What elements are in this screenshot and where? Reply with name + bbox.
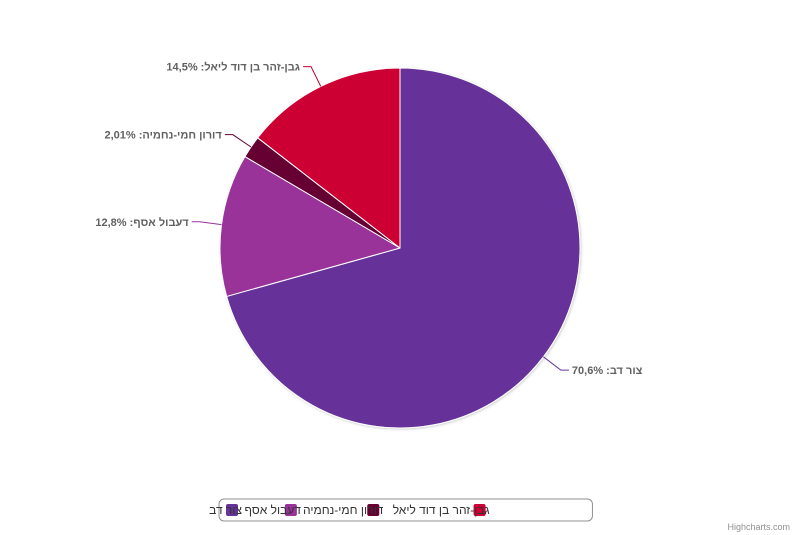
legend-item[interactable]: דעבול אסף bbox=[244, 503, 301, 517]
legend-box bbox=[218, 498, 593, 522]
data-label-connector bbox=[224, 134, 252, 148]
data-label-connector bbox=[303, 66, 322, 87]
data-label-connectors bbox=[191, 66, 569, 371]
legend-item[interactable]: דורון חמי-נחמיה bbox=[303, 503, 384, 517]
legend-item[interactable]: צור דב bbox=[209, 503, 242, 517]
data-label: דורון חמי-נחמיה: 2,01% bbox=[104, 130, 222, 142]
legend-label: צור דב bbox=[209, 503, 242, 517]
data-label-connector bbox=[543, 356, 569, 371]
legend-swatch bbox=[367, 504, 380, 516]
legend-label: גבן-זהר בן דוד ליאל bbox=[393, 503, 490, 517]
legend-swatch bbox=[473, 504, 486, 516]
credits-link[interactable]: Highcharts.com bbox=[727, 522, 790, 532]
pie-slices bbox=[219, 67, 581, 429]
data-label: גבן-זהר בן דוד ליאל: 14,5% bbox=[166, 61, 300, 74]
legend-item[interactable]: גבן-זהר בן דוד ליאל bbox=[393, 503, 490, 517]
legend-swatch bbox=[226, 504, 238, 516]
data-label: צור דב: 70,6% bbox=[572, 365, 643, 377]
pie-slice[interactable] bbox=[226, 67, 581, 429]
legend-label: דעבול אסף bbox=[244, 503, 301, 517]
legend-label: דורון חמי-נחמיה bbox=[303, 503, 384, 517]
pie-slice[interactable] bbox=[257, 67, 401, 249]
data-labels: צור דב: 70,6% דעבול אסף: 12,8% דורון חמי-נ… bbox=[95, 61, 642, 377]
legend: צור דב דעבול אסף דורון חמי-נחמיה גבן-זהר בן… bbox=[209, 498, 593, 522]
data-label-connector bbox=[191, 221, 222, 226]
pie-slice[interactable] bbox=[219, 156, 401, 297]
data-label: דעבול אסף: 12,8% bbox=[95, 216, 189, 229]
legend-swatch bbox=[284, 504, 297, 516]
